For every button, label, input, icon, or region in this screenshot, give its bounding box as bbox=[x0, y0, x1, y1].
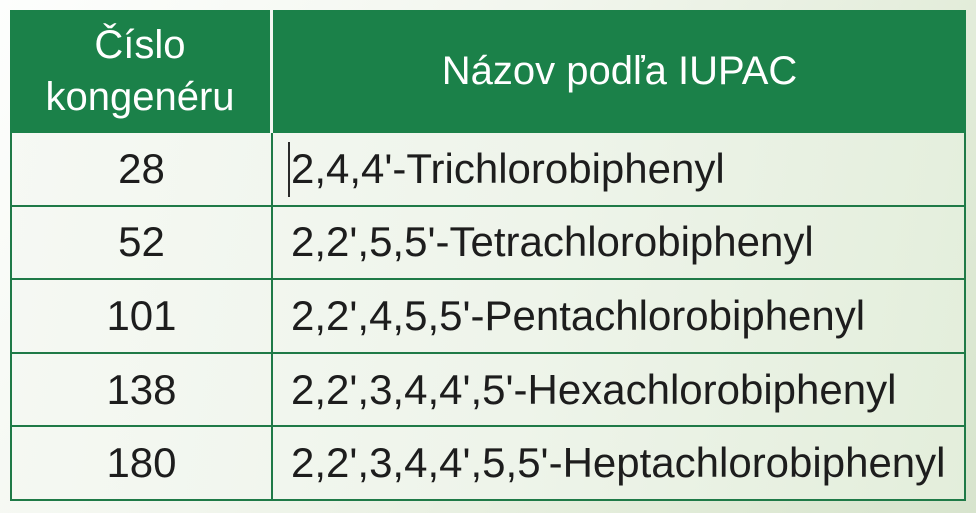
header-cell-congener-number[interactable]: Číslo kongenéru bbox=[10, 10, 273, 133]
cell-congener-number[interactable]: 52 bbox=[10, 206, 273, 281]
table-row: 52 2,2',5,5'-Tetrachlorobiphenyl bbox=[10, 206, 966, 281]
table-row: 180 2,2',3,4,4',5,5'-Heptachlorobiphenyl bbox=[10, 427, 966, 501]
header-cell-iupac-name[interactable]: Názov podľa IUPAC bbox=[273, 10, 966, 133]
text-cursor bbox=[288, 142, 290, 197]
header-label-iupac-name: Názov podľa IUPAC bbox=[441, 48, 798, 93]
cell-iupac-name[interactable]: 2,2',3,4,4',5,5'-Heptachlorobiphenyl bbox=[273, 427, 966, 501]
cell-congener-number[interactable]: 101 bbox=[10, 280, 273, 354]
iupac-name-text: 2,2',3,4,4',5'-Hexachlorobiphenyl bbox=[291, 365, 897, 413]
cell-congener-number[interactable]: 180 bbox=[10, 427, 273, 501]
cell-iupac-name[interactable]: 2,2',3,4,4',5'-Hexachlorobiphenyl bbox=[273, 353, 966, 428]
iupac-name-text: 2,2',3,4,4',5,5'-Heptachlorobiphenyl bbox=[291, 439, 946, 487]
table-row: 28 2,4,4'-Trichlorobiphenyl bbox=[10, 133, 966, 207]
header-row: Číslo kongenéru Názov podľa IUPAC bbox=[10, 10, 966, 133]
iupac-name-text: 2,2',5,5'-Tetrachlorobiphenyl bbox=[291, 218, 814, 266]
iupac-name-text: 2,4,4'-Trichlorobiphenyl bbox=[291, 144, 725, 192]
cell-iupac-name[interactable]: 2,2',5,5'-Tetrachlorobiphenyl bbox=[273, 206, 966, 281]
pcb-congener-table: Číslo kongenéru Názov podľa IUPAC 28 2,4… bbox=[10, 10, 966, 501]
header-label-congener-number: Číslo kongenéru bbox=[45, 23, 235, 119]
cell-iupac-name[interactable]: 2,4,4'-Trichlorobiphenyl bbox=[273, 133, 966, 207]
cell-congener-number[interactable]: 138 bbox=[10, 353, 273, 428]
iupac-name-text: 2,2',4,5,5'-Pentachlorobiphenyl bbox=[291, 291, 866, 339]
table-row: 101 2,2',4,5,5'-Pentachlorobiphenyl bbox=[10, 280, 966, 354]
table-row: 138 2,2',3,4,4',5'-Hexachlorobiphenyl bbox=[10, 353, 966, 428]
cell-iupac-name[interactable]: 2,2',4,5,5'-Pentachlorobiphenyl bbox=[273, 280, 966, 354]
cell-congener-number[interactable]: 28 bbox=[10, 133, 273, 207]
